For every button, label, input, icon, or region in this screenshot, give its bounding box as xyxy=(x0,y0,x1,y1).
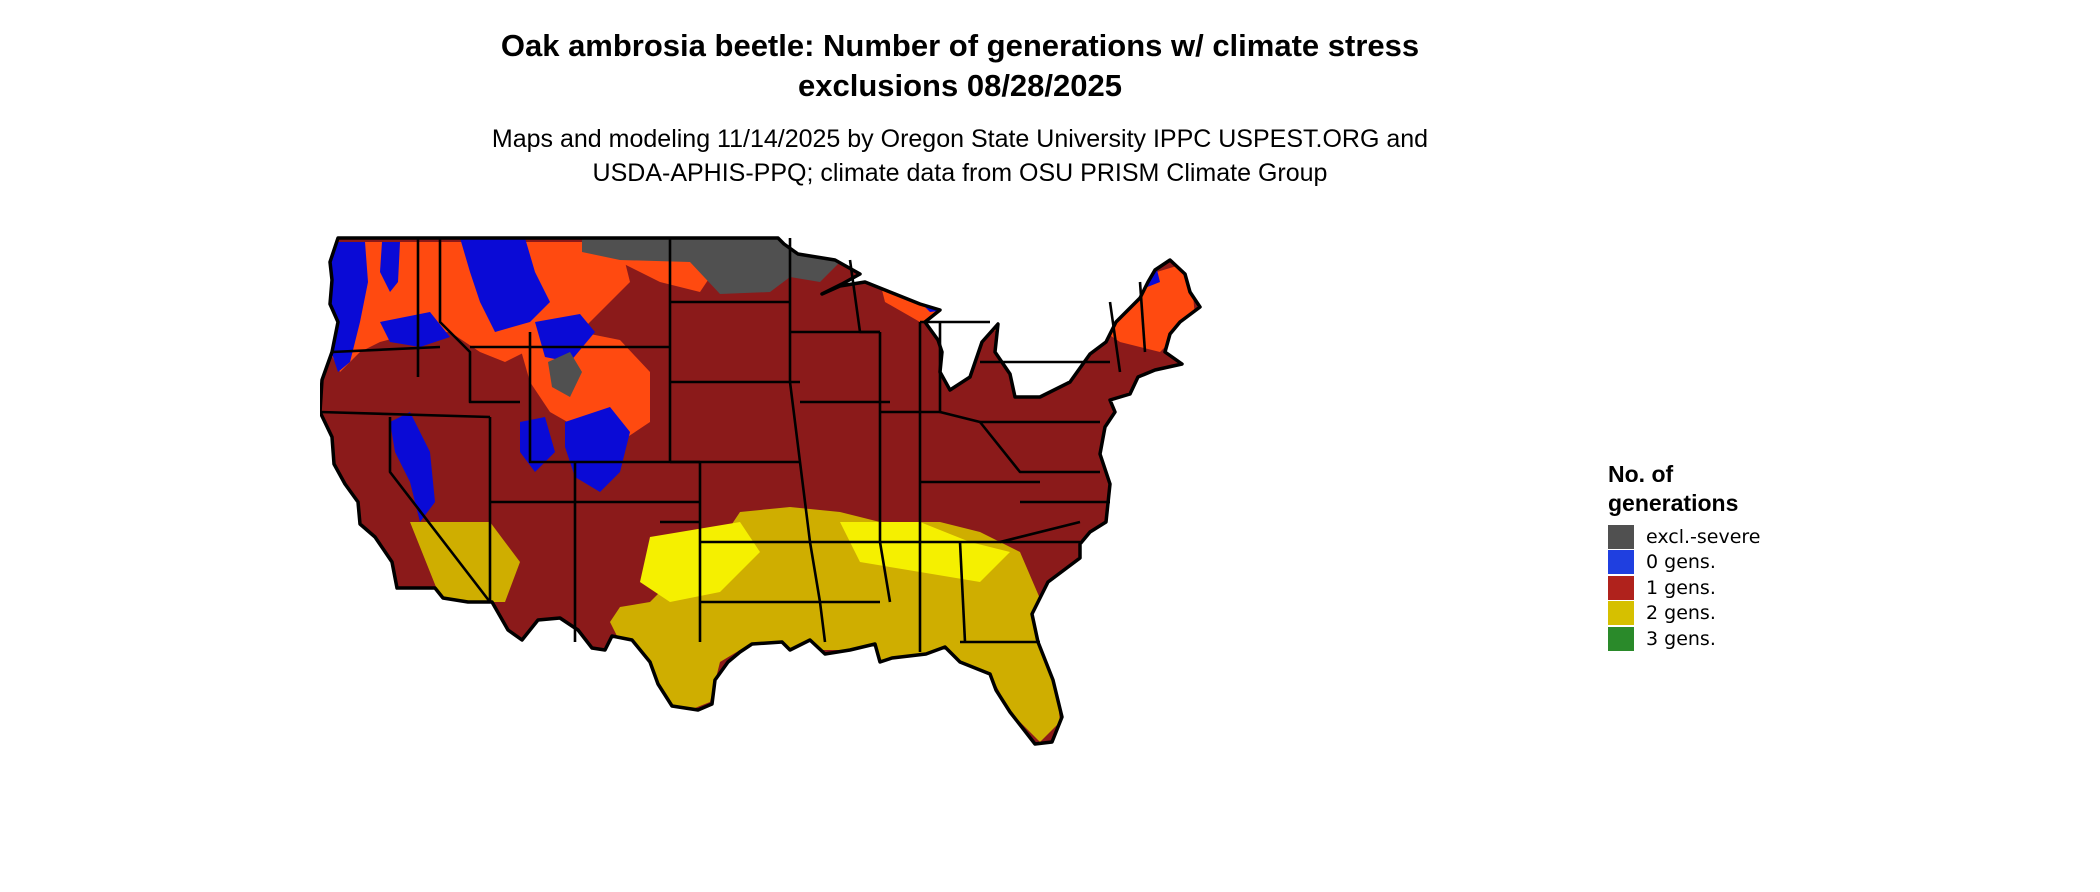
zone-2-gens-desert-southwest xyxy=(410,522,520,602)
map-title: Oak ambrosia beetle: Number of generatio… xyxy=(0,26,1920,106)
zone-2-gens-light-southeast xyxy=(840,522,1010,582)
border-id-mt xyxy=(438,238,520,404)
legend-swatch xyxy=(1608,550,1634,575)
us-outline xyxy=(320,236,1202,746)
legend-item: 1 gens. xyxy=(1608,575,1808,601)
legend-title-line1: No. of xyxy=(1608,461,1674,487)
legend-title: No. of generations xyxy=(1608,460,1808,518)
legend-swatch xyxy=(1608,524,1634,549)
border-vt-nh xyxy=(1138,281,1147,353)
map-title-line1: Oak ambrosia beetle: Number of generatio… xyxy=(500,28,1420,63)
zone-excl-severe-north-dakota-minnesota xyxy=(582,238,840,294)
zone-0-gens-yellowstone xyxy=(535,314,595,362)
zone-0-gens-northern-rockies xyxy=(460,238,550,332)
border-wi-mn xyxy=(848,259,880,334)
border-wv-va xyxy=(978,421,1100,474)
legend-item: 2 gens. xyxy=(1608,601,1808,627)
us-generations-map xyxy=(320,236,1202,746)
zone-0-gens-blue-mountains xyxy=(380,312,450,347)
legend-item: excl.-severe xyxy=(1608,524,1808,550)
zone-0-gens-colorado-rockies xyxy=(565,407,630,492)
legend-label: 3 gens. xyxy=(1646,627,1716,650)
legend-swatch xyxy=(1608,626,1634,651)
legend-item: 3 gens. xyxy=(1608,626,1808,652)
zone-0-gens-cascades-coast xyxy=(328,242,368,372)
border-oh-pa xyxy=(938,322,981,424)
border-wa-or xyxy=(331,345,441,354)
legend-item: 0 gens. xyxy=(1608,550,1808,576)
legend-title-line2: generations xyxy=(1608,490,1739,516)
legend-label: 0 gens. xyxy=(1646,551,1716,574)
map-title-line2: exclusions 08/28/2025 xyxy=(797,68,1122,103)
map-subtitle: Maps and modeling 11/14/2025 by Oregon S… xyxy=(0,122,1920,190)
legend-items: excl.-severe 0 gens. 1 gens. 2 gens. 3 gens. xyxy=(1608,524,1808,652)
map-subtitle-line1: Maps and modeling 11/14/2025 by Oregon S… xyxy=(491,125,1429,153)
map-subtitle-line2: USDA-APHIS-PPQ; climate data from OSU PR… xyxy=(592,159,1328,187)
border-ga-sc xyxy=(999,520,1081,544)
legend-swatch xyxy=(1608,575,1634,600)
border-ca-nv xyxy=(388,417,492,603)
border-al-ga xyxy=(958,541,967,643)
border-wy-ut-co xyxy=(528,332,700,464)
zone-1-gens-light-rockies xyxy=(520,332,650,442)
legend-label: excl.-severe xyxy=(1646,525,1761,548)
border-mn-ia-mo-ar xyxy=(788,238,822,603)
legend-swatch xyxy=(1608,601,1634,626)
border-or-ca-nv-id-ut xyxy=(320,410,491,419)
legend-label: 1 gens. xyxy=(1646,576,1716,599)
border-ny-new-england xyxy=(1108,301,1122,373)
legend: No. of generations excl.-severe 0 gens. 1 … xyxy=(1608,460,1808,652)
border-il-mississippi xyxy=(878,332,892,603)
zone-0-gens-sierra-nevada xyxy=(390,412,435,522)
legend-label: 2 gens. xyxy=(1646,602,1716,625)
zone-excl-severe-wyoming-basin xyxy=(548,352,582,397)
state-boundaries xyxy=(320,238,1147,652)
zone-0-gens-cascades xyxy=(380,242,400,292)
